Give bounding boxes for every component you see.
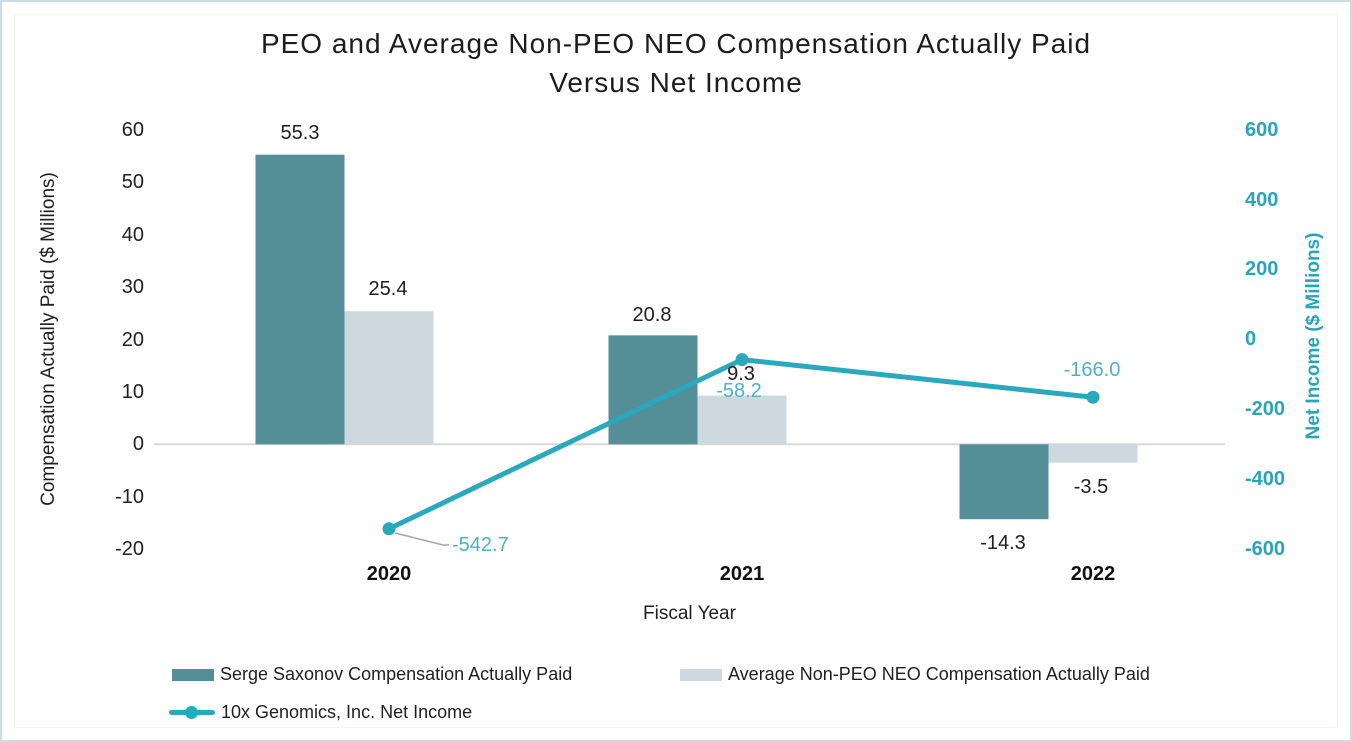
legend-label-neo: Average Non-PEO NEO Compensation Actuall… xyxy=(728,664,1150,684)
data-label-peo-2021: 20.8 xyxy=(632,304,672,326)
bar-1-2021 xyxy=(697,395,787,445)
x-axis-tick-2021: 2021 xyxy=(719,563,765,585)
bar-0-2020 xyxy=(255,154,345,445)
bar-1-2020 xyxy=(344,311,434,445)
left-axis-tick-0: 0 xyxy=(132,433,144,456)
legend-item-netincome: 10x Genomics, Inc. Net Income xyxy=(169,702,472,723)
legend-swatch-neo xyxy=(680,668,722,681)
left-axis-tick-40: 40 xyxy=(121,223,144,246)
data-label-netincome-2020: -542.7 xyxy=(452,534,509,556)
right-axis-tick-200: 200 xyxy=(1245,258,1279,281)
legend-item-neo: Average Non-PEO NEO Compensation Actuall… xyxy=(680,664,1150,685)
chart-title-line2: Versus Net Income xyxy=(549,67,803,98)
legend-dot-icon xyxy=(185,706,198,719)
label-leader-line xyxy=(394,532,449,546)
left-axis-tick-30: 30 xyxy=(121,276,144,299)
legend-swatch-peo xyxy=(172,668,214,681)
legend-item-peo: Serge Saxonov Compensation Actually Paid xyxy=(172,664,572,685)
data-label-neo-2022: -3.5 xyxy=(1073,476,1109,498)
legend-label-netincome: 10x Genomics, Inc. Net Income xyxy=(221,702,473,722)
x-axis-label: Fiscal Year xyxy=(643,603,736,624)
x-axis-tick-2020: 2020 xyxy=(366,563,412,585)
right-axis-tick--200: -200 xyxy=(1245,398,1286,421)
left-axis-tick-20: 20 xyxy=(121,328,144,351)
left-axis-tick-60: 60 xyxy=(121,119,144,142)
line-marker-2022 xyxy=(1086,390,1100,404)
bar-0-2022 xyxy=(959,444,1049,520)
data-label-netincome-2021: -58.2 xyxy=(716,380,762,402)
data-label-peo-2022: -14.3 xyxy=(980,532,1026,554)
data-label-neo-2021: 9.3 xyxy=(727,363,755,385)
right-axis-tick-0: 0 xyxy=(1245,328,1257,351)
left-axis-tick--20: -20 xyxy=(115,538,144,561)
chart-title-line1: PEO and Average Non-PEO NEO Compensation… xyxy=(260,28,1092,59)
left-axis-tick--10: -10 xyxy=(115,485,144,508)
data-label-neo-2020: 25.4 xyxy=(368,278,408,300)
legend-label-peo: Serge Saxonov Compensation Actually Paid xyxy=(220,664,573,684)
line-marker-2020 xyxy=(382,522,396,536)
bar-1-2022 xyxy=(1048,444,1138,463)
data-label-netincome-2022: -166.0 xyxy=(1063,359,1121,381)
right-axis-tick--600: -600 xyxy=(1245,537,1286,560)
left-axis-tick-10: 10 xyxy=(121,380,144,403)
line-marker-2021 xyxy=(735,353,749,367)
legend-swatch-netincome-line xyxy=(169,706,215,719)
x-axis-tick-2022: 2022 xyxy=(1070,563,1116,585)
left-axis-tick-50: 50 xyxy=(121,171,144,194)
right-axis-tick-600: 600 xyxy=(1245,118,1279,141)
right-axis-tick-400: 400 xyxy=(1245,188,1279,211)
data-label-peo-2020: 55.3 xyxy=(280,122,320,144)
right-axis-tick--400: -400 xyxy=(1245,467,1286,490)
